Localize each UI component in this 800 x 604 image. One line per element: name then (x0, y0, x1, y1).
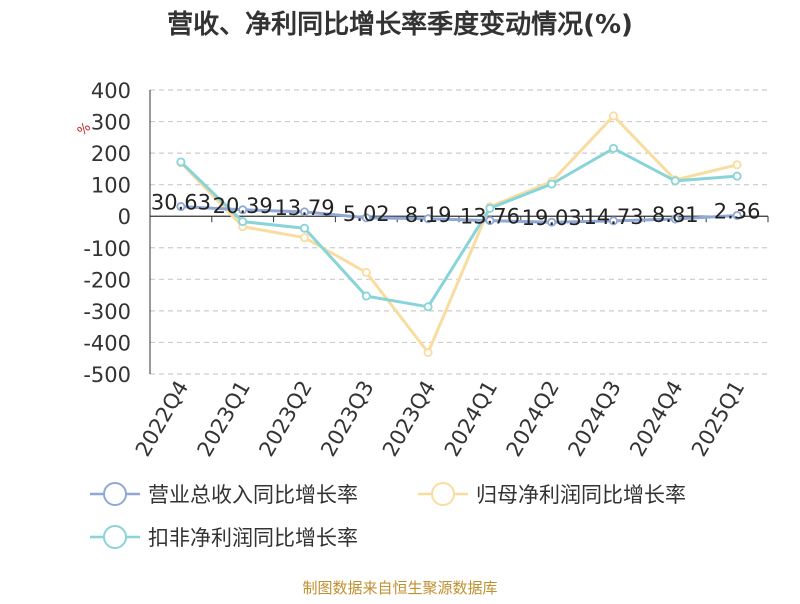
legend-marker (103, 525, 127, 549)
series-line (179, 114, 738, 354)
data-point (361, 291, 371, 301)
data-label: 2.36 (714, 199, 761, 223)
y-tick-label: -200 (83, 268, 131, 292)
y-tick-label: -500 (83, 363, 131, 387)
data-point (670, 214, 680, 224)
legend-label: 营业总收入同比增长率 (148, 483, 358, 507)
data-label: 8.19 (405, 203, 452, 227)
y-tick-label: -300 (83, 300, 131, 324)
data-point (299, 223, 309, 233)
x-tick-label: 2023Q1 (193, 377, 255, 461)
x-tick-label: 2024Q4 (625, 377, 687, 461)
data-point (547, 217, 557, 227)
data-point (238, 217, 248, 227)
chart-title: 营收、净利同比增长率季度变动情况(%) (167, 9, 633, 40)
legend-label: 归母净利润同比增长率 (476, 483, 686, 507)
data-point (423, 302, 433, 312)
data-labels: 30.63 20.39 13.79 5.02 8.19 13.76 19.03 14.73 8.… (151, 191, 761, 231)
data-point (732, 160, 742, 170)
gridlines (150, 89, 768, 375)
data-point (670, 176, 680, 186)
legend-marker (431, 482, 455, 506)
x-tick-label: 2024Q1 (440, 377, 502, 461)
data-label: 30.63 (151, 191, 211, 215)
data-point (361, 267, 371, 277)
y-tick-label: -100 (83, 237, 131, 261)
data-point (732, 210, 742, 220)
x-tick-label: 2024Q3 (563, 377, 625, 461)
x-tick-label: 2024Q2 (502, 377, 564, 461)
y-tick-label: 300 (91, 111, 131, 135)
x-tick-label: 2022Q4 (131, 377, 193, 461)
data-point (423, 348, 433, 358)
data-label: 13.79 (274, 196, 334, 220)
legend-label: 扣非净利润同比增长率 (148, 526, 358, 550)
x-tick-label: 2023Q3 (316, 377, 378, 461)
x-tick-label: 2023Q2 (254, 377, 316, 461)
data-point (609, 143, 619, 153)
data-point (485, 216, 495, 226)
data-label: 8.81 (652, 203, 699, 227)
data-point (176, 202, 186, 212)
series-line (179, 146, 738, 309)
y-tick-label: 100 (91, 174, 131, 198)
y-tick-label: 200 (91, 142, 131, 166)
x-tick-label: 2023Q4 (378, 376, 440, 460)
data-point (361, 213, 371, 223)
data-point (609, 216, 619, 226)
series-line (180, 205, 738, 224)
y-tick-label: 400 (91, 79, 131, 103)
data-point (423, 214, 433, 224)
data-point (732, 171, 742, 181)
data-point (299, 207, 309, 217)
data-point (238, 205, 248, 215)
data-point (547, 179, 557, 189)
data-point (299, 233, 309, 243)
data-point (609, 111, 619, 121)
data-label: 5.02 (343, 202, 390, 226)
data-label: 19.03 (522, 206, 582, 230)
source-note: 制图数据来自恒生聚源数据库 (302, 579, 497, 597)
data-point (176, 157, 186, 167)
series-lines (176, 111, 742, 358)
y-tick-label: 0 (118, 205, 131, 229)
data-label: 14.73 (583, 205, 643, 229)
data-label: 20.39 (213, 194, 273, 218)
legend-marker (103, 482, 127, 506)
data-label: 13.76 (460, 205, 520, 229)
data-point (485, 203, 495, 213)
y-tick-label: -400 (83, 331, 131, 355)
x-tick-label: 2025Q1 (687, 377, 749, 461)
